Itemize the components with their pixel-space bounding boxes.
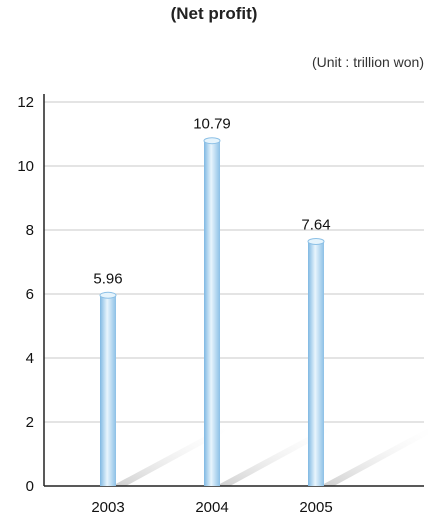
y-tick-label-4: 4 (26, 350, 34, 367)
bar-cap-2005 (307, 238, 325, 246)
bar-2005 (308, 241, 324, 486)
y-tick-label-6: 6 (26, 286, 34, 303)
y-tick-label-0: 0 (26, 478, 34, 495)
bar-cap-2003 (99, 291, 117, 299)
unit-note: (Unit : trillion won) (311, 54, 424, 70)
bar-2003 (100, 295, 116, 486)
bar-2004 (204, 140, 220, 486)
data-label-2004: 10.79 (193, 116, 231, 133)
x-tick-label-2003: 2003 (91, 499, 124, 515)
y-tick-label-12: 12 (17, 94, 34, 111)
data-label-2003: 5.96 (93, 270, 122, 287)
bar-shadow-2005 (320, 428, 428, 486)
y-tick-label-2: 2 (26, 414, 34, 431)
bars (99, 137, 325, 486)
x-tick-label-2005: 2005 (299, 499, 332, 515)
y-tick-label-8: 8 (26, 222, 34, 239)
bar-cap-2004 (203, 137, 221, 145)
labels: 0 2 4 6 8 10 12 5.96 2003 10.79 2004 7.64 2005 (17, 94, 332, 515)
data-label-2005: 7.64 (301, 217, 330, 234)
x-tick-label-2004: 2004 (195, 499, 228, 515)
chart-title: (Net profit) (170, 4, 258, 23)
bar-shadows (112, 426, 428, 486)
y-tick-label-10: 10 (17, 158, 34, 175)
